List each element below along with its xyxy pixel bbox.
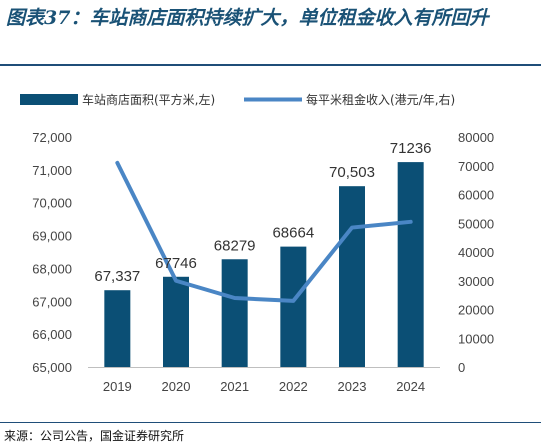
bar	[397, 162, 424, 367]
right-axis-tick-label: 30000	[458, 274, 494, 289]
left-axis-tick-label: 68,000	[32, 261, 72, 276]
left-axis-tick-label: 70,000	[32, 196, 72, 211]
right-axis-tick-label: 0	[458, 360, 465, 375]
bar-data-label: 71236	[390, 140, 432, 157]
left-axis-tick-label: 65,000	[32, 360, 72, 375]
bar-data-label: 70,503	[329, 164, 375, 181]
right-axis-tick-label: 80000	[458, 130, 494, 145]
legend-line-label: 每平米租金收入(港元/年,右)	[306, 92, 455, 107]
bar-data-label: 68279	[214, 237, 256, 254]
right-y-axis: 0 10000 20000 30000 40000 50000 60000 70000 8000…	[458, 130, 494, 375]
source-note: 来源：公司公告，国金证券研究所	[4, 429, 185, 443]
left-axis-tick-label: 69,000	[32, 229, 72, 244]
source-divider	[0, 422, 541, 423]
chart-title: 图表37：车站商店面积持续扩大，单位租金收入有所回升	[6, 7, 489, 29]
left-axis-tick-label: 66,000	[32, 327, 72, 342]
bar	[163, 276, 189, 367]
title-divider	[0, 64, 541, 66]
line-series	[115, 160, 413, 303]
left-axis-tick-label: 71,000	[32, 163, 72, 178]
bar-data-label: 68664	[272, 225, 314, 242]
bar	[104, 290, 131, 367]
right-axis-tick-label: 20000	[458, 303, 494, 318]
data-labels: 67,337 67746 68279 68664 70,503 71236	[94, 140, 431, 285]
x-axis-tick-label: 2019	[103, 379, 132, 394]
bar-data-label: 67,337	[94, 268, 140, 285]
legend-bar-swatch	[20, 94, 78, 105]
right-axis-tick-label: 50000	[458, 216, 494, 231]
combo-chart: 车站商店面积(平方米,左) 每平米租金收入(港元/年,右) 65,000 66,0…	[20, 92, 494, 394]
bar-series	[104, 162, 424, 367]
left-axis-tick-label: 72,000	[32, 130, 72, 145]
right-axis-tick-label: 70000	[458, 159, 494, 174]
bar-data-label: 67746	[155, 255, 197, 272]
x-axis-tick-label: 2023	[338, 379, 367, 394]
rent-line	[115, 160, 413, 303]
left-y-axis: 65,000 66,000 67,000 68,000 69,000 70,000 71,0…	[32, 130, 72, 375]
left-axis-tick-label: 67,000	[32, 294, 72, 309]
x-axis-tick-label: 2024	[396, 379, 425, 394]
right-axis-tick-label: 10000	[458, 331, 494, 346]
x-axis-tick-label: 2020	[162, 379, 191, 394]
x-axis: 2019 2020 2021 2022 2023 2024	[88, 367, 440, 394]
legend-bar-label: 车站商店面积(平方米,左)	[82, 92, 215, 107]
right-axis-tick-label: 40000	[458, 245, 494, 260]
right-axis-tick-label: 60000	[458, 188, 494, 203]
chart-legend: 车站商店面积(平方米,左) 每平米租金收入(港元/年,右)	[20, 92, 455, 107]
bar	[339, 186, 365, 367]
bar	[280, 246, 307, 367]
bar	[221, 259, 248, 367]
x-axis-tick-label: 2021	[220, 379, 249, 394]
x-axis-tick-label: 2022	[279, 379, 308, 394]
